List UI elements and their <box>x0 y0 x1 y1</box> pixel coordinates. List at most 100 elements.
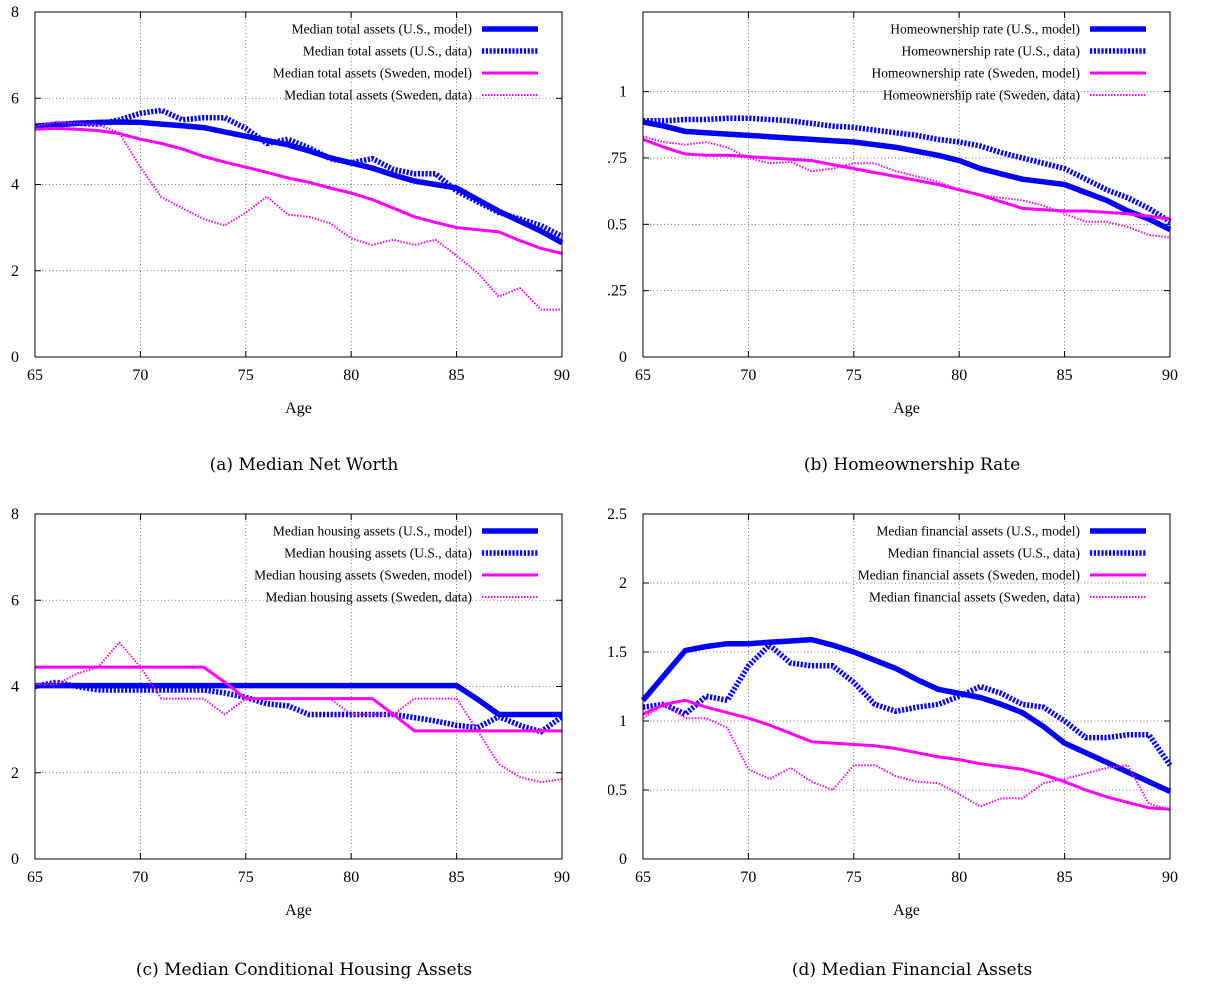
series-line-2 <box>34 126 563 255</box>
legend-label: Homeownership rate (Sweden, model) <box>872 66 1080 81</box>
x-tick-label: 75 <box>846 367 862 384</box>
series-line-2 <box>642 698 1171 811</box>
x-tick-label: 70 <box>132 869 148 886</box>
chart-caption: (a) Median Net Worth <box>209 455 399 475</box>
x-tick-label: 65 <box>27 367 43 384</box>
x-tick-label: 70 <box>740 367 756 384</box>
series-line-1 <box>643 115 1172 225</box>
x-tick-label: 65 <box>635 869 651 886</box>
plot-frame <box>34 11 563 358</box>
legend-label: Homeownership rate (U.S., model) <box>890 22 1080 37</box>
x-tick-label: 90 <box>1162 869 1178 886</box>
y-tick-label: 0 <box>11 349 19 366</box>
grid <box>35 12 562 357</box>
legend: Homeownership rate (U.S., model) Homeowne… <box>872 22 1146 103</box>
legend-label: Median total assets (Sweden, data) <box>284 88 472 103</box>
legend-label: Median housing assets (Sweden, data) <box>265 590 472 605</box>
chart-svg-c: 65 70 75 80 85 90 0 2 4 6 8 Age Median housing asset… <box>11 506 570 919</box>
x-tick-label: 80 <box>951 367 967 384</box>
x-tick-label: 90 <box>1162 367 1178 384</box>
legend-label: Median housing assets (U.S., data) <box>284 546 472 561</box>
x-axis-label: Age <box>285 400 312 417</box>
y-tick-label: 4 <box>11 679 19 696</box>
legend-label: Median financial assets (U.S., model) <box>876 524 1080 539</box>
series-line-0 <box>34 119 564 246</box>
series-line-0 <box>642 119 1172 233</box>
plot-frame <box>642 513 1171 860</box>
y-tick-label: 8 <box>11 4 19 21</box>
y-tick-label: 0 <box>619 851 627 868</box>
x-tick-label: 75 <box>846 869 862 886</box>
chart-caption: (b) Homeownership Rate <box>803 455 1021 475</box>
y-tick-label: 0.5 <box>608 216 627 233</box>
y-tick-label: 2.5 <box>608 506 627 523</box>
y-tick-label: 1 <box>619 84 627 101</box>
y-tick-label: 8 <box>11 506 19 523</box>
series-line-1 <box>34 107 564 239</box>
y-tick-label: 0.5 <box>608 782 627 799</box>
y-tick-label: 1.5 <box>608 644 627 661</box>
y-tick-label: 0.25 <box>608 283 627 300</box>
x-tick-label: 85 <box>449 869 465 886</box>
series-line-0 <box>640 636 1172 794</box>
chart-panel-a: 65 70 75 80 85 90 0 2 4 6 8 Age Median total assets … <box>0 0 608 502</box>
axes: 65 70 75 80 85 90 0 2 4 6 8 Age <box>11 506 570 919</box>
series-line-0 <box>35 682 562 718</box>
grid <box>643 12 1170 357</box>
series-line-1 <box>642 642 1173 767</box>
plot-frame <box>642 11 1171 358</box>
legend-label: Median total assets (Sweden, model) <box>273 66 472 81</box>
legend-label: Median financial assets (Sweden, model) <box>858 568 1080 583</box>
x-tick-label: 65 <box>635 367 651 384</box>
series-lines <box>34 641 564 784</box>
y-tick-label: 0 <box>619 349 627 366</box>
x-tick-label: 80 <box>343 367 359 384</box>
chart-caption: (c) Median Conditional Housing Assets <box>135 960 473 980</box>
plot-frame <box>34 513 563 860</box>
x-tick-label: 70 <box>740 869 756 886</box>
x-tick-label: 90 <box>554 869 570 886</box>
x-tick-label: 65 <box>27 869 43 886</box>
legend-label: Median total assets (U.S., model) <box>292 22 472 37</box>
series-line-3 <box>34 121 562 311</box>
chart-panel-c: 65 70 75 80 85 90 0 2 4 6 8 Age Median housing asset… <box>0 502 608 1004</box>
series-lines <box>642 115 1172 239</box>
x-tick-label: 85 <box>449 367 465 384</box>
x-axis-label: Age <box>285 902 312 919</box>
series-line-3 <box>642 703 1171 811</box>
y-tick-label: 1 <box>619 713 627 730</box>
y-tick-label: 6 <box>11 90 19 107</box>
legend: Median housing assets (U.S., model) Media… <box>254 524 538 605</box>
axes: 65 70 75 80 85 90 0 2 4 6 8 Age <box>11 4 570 417</box>
x-tick-label: 90 <box>554 367 570 384</box>
legend-label: Median total assets (U.S., data) <box>303 44 472 59</box>
series-line-2 <box>35 665 562 733</box>
chart-panel-d: 65 70 75 80 85 90 0 0.5 1 1.5 2 2.5 Age Median financ… <box>608 502 1216 1004</box>
legend-label: Median housing assets (U.S., model) <box>273 524 472 539</box>
series-line-1 <box>34 679 564 735</box>
y-tick-label: 2 <box>11 263 19 280</box>
x-tick-label: 80 <box>951 869 967 886</box>
legend: Median financial assets (U.S., model) Med… <box>858 524 1146 605</box>
y-tick-label: 2 <box>11 765 19 782</box>
grid <box>643 514 1170 859</box>
y-tick-label: 0 <box>11 851 19 868</box>
y-tick-label: 0.75 <box>608 150 627 167</box>
x-tick-label: 85 <box>1057 869 1073 886</box>
axes: 65 70 75 80 85 90 0 0.5 1 1.5 2 2.5 Age <box>608 506 1178 919</box>
x-axis-label: Age <box>893 902 920 919</box>
series-line-2 <box>642 137 1171 221</box>
legend-label: Median housing assets (Sweden, model) <box>254 568 472 583</box>
y-tick-label: 6 <box>11 592 19 609</box>
x-tick-label: 70 <box>132 367 148 384</box>
series-lines <box>640 636 1173 811</box>
x-tick-label: 80 <box>343 869 359 886</box>
series-lines <box>34 107 564 311</box>
chart-svg-d: 65 70 75 80 85 90 0 0.5 1 1.5 2 2.5 Age Median financ… <box>608 506 1178 919</box>
legend-label: Median financial assets (Sweden, data) <box>869 590 1080 605</box>
chart-svg-b: 65 70 75 80 85 90 0 0.25 0.5 0.75 1 Age Homeownershi… <box>608 11 1178 417</box>
legend-label: Homeownership rate (U.S., data) <box>902 44 1080 59</box>
legend-label: Median financial assets (U.S., data) <box>888 546 1080 561</box>
x-tick-label: 75 <box>238 367 254 384</box>
y-tick-label: 4 <box>11 177 19 194</box>
